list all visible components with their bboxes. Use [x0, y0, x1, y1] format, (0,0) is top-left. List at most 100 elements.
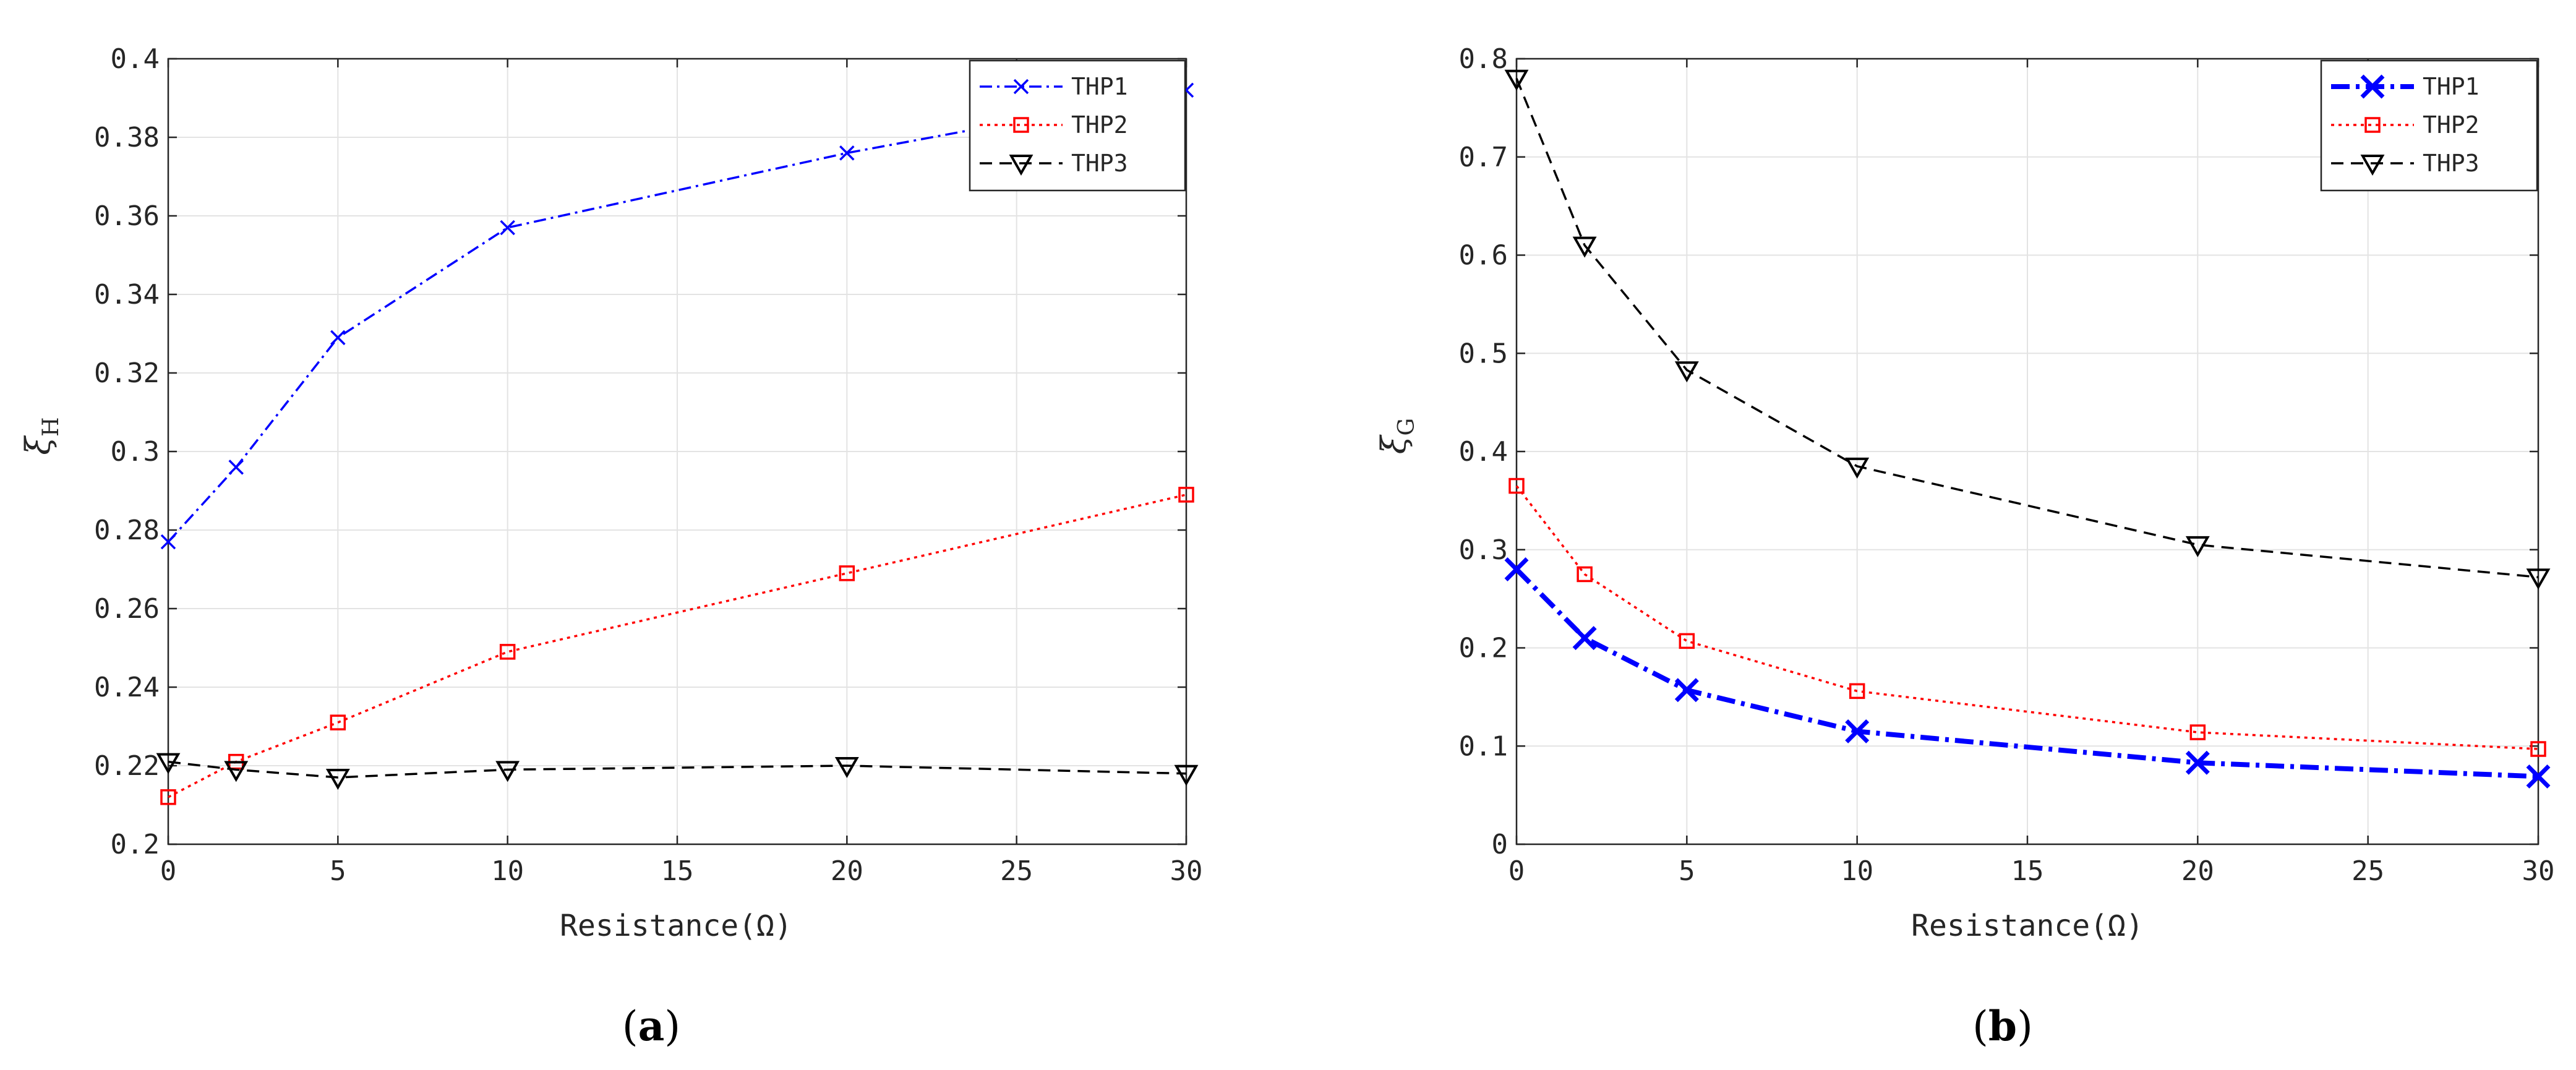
data-point-thp1 [1504, 557, 1529, 581]
data-point-thp3 [224, 761, 249, 782]
series-line-thp2 [1515, 485, 2539, 750]
x-axis-label-b: Resistance(Ω) [1911, 909, 2144, 943]
legend-marker [2364, 117, 2381, 133]
y-tick-label: 0.26 [94, 593, 160, 625]
chart-panel-a: 0 5 10 15 20 25 30 0.2 0.22 0.24 0.26 0.28 0.3 0.32 0.… [19, 43, 1202, 1050]
y-tick-label: 0.22 [94, 750, 160, 782]
data-point-thp3 [2526, 568, 2551, 590]
y-tick-label: 0.38 [94, 122, 160, 153]
legend-label-thp2: THP2 [1071, 111, 1128, 139]
plot-area-a: 0 5 10 15 20 25 30 0.2 0.22 0.24 0.26 0.28 0.3 0.32 0.… [94, 43, 1202, 887]
series-line-thp2 [168, 494, 1187, 798]
x-axis-label-a: Resistance(Ω) [560, 909, 792, 943]
y-tick-label: 0.32 [94, 357, 160, 389]
data-point-thp2 [330, 714, 346, 730]
legend-label-thp3: THP3 [2423, 150, 2480, 177]
data-point-thp2 [1577, 566, 1593, 583]
y-tick-label: 0.24 [94, 672, 160, 703]
legend-label-thp1: THP1 [2423, 73, 2480, 100]
x-tick-label: 10 [1841, 855, 1873, 887]
x-tick-label: 0 [160, 855, 177, 887]
data-point-thp2 [499, 644, 516, 660]
data-point-thp1 [160, 534, 176, 550]
x-tick-label: 0 [1508, 855, 1525, 887]
chart-panel-b: 0 5 10 15 20 25 30 0 0.1 0.2 0.3 0.4 0.5 0.6 0.7 0.8 THP… [1374, 43, 2554, 1050]
data-point-thp1 [1674, 678, 1699, 703]
series-line-thp3 [1515, 78, 2539, 578]
y-tick-label: 0.2 [111, 829, 160, 860]
x-tick-label: 25 [2351, 855, 2384, 887]
x-tick-label: 30 [2522, 855, 2555, 887]
data-point-thp3 [325, 769, 350, 790]
legend-label-thp3: THP3 [1071, 150, 1128, 177]
data-point-thp3 [1845, 457, 1870, 479]
x-tick-label: 10 [491, 855, 524, 887]
caption-b: (b) [1972, 1002, 2033, 1050]
y-tick-label: 0 [1492, 829, 1508, 860]
x-tick-label: 5 [330, 855, 346, 887]
plot-area-b: 0 5 10 15 20 25 30 0 0.1 0.2 0.3 0.4 0.5 0.6 0.7 0.8 THP… [1459, 43, 2555, 887]
data-point-thp2 [160, 789, 176, 805]
data-point-thp3 [156, 753, 181, 774]
y-tick-label: 0.2 [1459, 633, 1508, 664]
x-tick-label: 20 [831, 855, 863, 887]
y-tick-label: 0.28 [94, 515, 160, 546]
data-point-thp3 [495, 761, 520, 782]
y-tick-label: 0.6 [1459, 240, 1508, 272]
y-tick-label: 0.3 [111, 436, 160, 468]
legend-box [969, 59, 1186, 192]
legend-marker [2360, 155, 2385, 176]
x-tick-label: 20 [2181, 855, 2214, 887]
legend-box [2320, 59, 2538, 192]
x-tick-label: 25 [1000, 855, 1033, 887]
data-point-thp3 [1572, 236, 1597, 258]
y-tick-label: 0.1 [1459, 730, 1508, 762]
legend-marker [2360, 74, 2385, 99]
x-tick-label: 30 [1170, 855, 1203, 887]
y-axis-label-b: ξG [1374, 418, 1419, 455]
data-point-thp1 [1845, 719, 1870, 743]
data-point-thp2 [1508, 477, 1525, 494]
data-point-thp1 [2185, 750, 2210, 775]
series-line-thp1 [167, 89, 1187, 543]
data-point-thp2 [1679, 633, 1695, 649]
data-point-thp2 [1849, 683, 1865, 700]
caption-a: (a) [622, 1002, 680, 1050]
legend-label-thp2: THP2 [2423, 111, 2480, 139]
y-tick-label: 0.3 [1459, 534, 1508, 566]
legend-label-thp1: THP1 [1071, 73, 1128, 100]
data-point-thp1 [839, 145, 855, 161]
legend-marker [1013, 79, 1029, 95]
x-tick-label: 15 [2011, 855, 2044, 887]
data-point-thp3 [1504, 69, 1529, 91]
data-point-thp3 [2185, 536, 2210, 557]
series-line-thp1 [1515, 567, 2539, 779]
y-tick-label: 0.34 [94, 279, 160, 310]
data-point-thp1 [500, 220, 515, 236]
data-point-thp3 [1174, 764, 1199, 786]
data-point-thp1 [1572, 626, 1597, 651]
y-tick-label: 0.36 [94, 200, 160, 232]
data-point-thp2 [839, 565, 855, 581]
data-point-thp2 [2530, 741, 2546, 757]
data-point-thp1 [330, 330, 346, 346]
y-tick-label: 0.5 [1459, 338, 1508, 369]
y-tick-label: 0.7 [1459, 142, 1508, 173]
x-tick-label: 5 [1679, 855, 1695, 887]
y-axis-label-a: ξH [19, 417, 64, 455]
y-tick-label: 0.4 [111, 43, 160, 75]
y-tick-label: 0.8 [1459, 43, 1508, 75]
data-point-thp2 [2189, 724, 2206, 740]
x-tick-label: 15 [661, 855, 694, 887]
legend-a: THP1 THP2 THP3 [969, 59, 1186, 192]
data-point-thp2 [1178, 487, 1194, 503]
data-point-thp3 [1674, 361, 1699, 383]
legend-b: THP1 THP2 THP3 [2320, 59, 2538, 192]
y-tick-label: 0.4 [1459, 436, 1508, 468]
data-point-thp3 [834, 757, 859, 779]
legend-marker [1009, 155, 1033, 176]
legend-marker [1013, 117, 1029, 133]
series-line-thp3 [168, 760, 1187, 779]
data-point-thp1 [2526, 764, 2551, 789]
